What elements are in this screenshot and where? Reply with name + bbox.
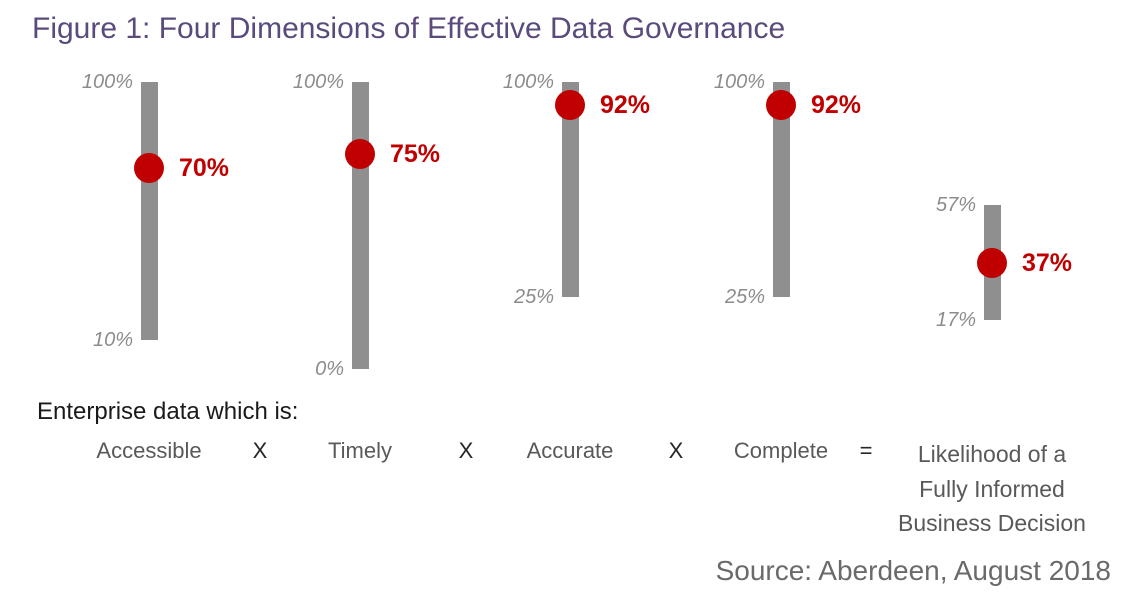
value-dot xyxy=(134,153,164,184)
equation-result: Likelihood of a Fully Informed Business … xyxy=(898,437,1086,541)
result-line-3: Business Decision xyxy=(898,510,1086,536)
operator-label: X xyxy=(668,438,684,463)
equation-intro: Enterprise data which is: xyxy=(37,398,299,425)
range-min-label: 0% xyxy=(315,358,344,380)
source-note: Source: Aberdeen, August 2018 xyxy=(715,555,1111,586)
value-label: 75% xyxy=(390,139,441,168)
term-label-accurate: Accurate xyxy=(526,438,614,463)
range-max-label: 57% xyxy=(935,194,976,217)
value-label: 70% xyxy=(179,154,230,183)
range-max-label: 100% xyxy=(502,71,554,93)
result-line-1: Likelihood of a xyxy=(917,441,1067,467)
value-dot xyxy=(766,89,796,120)
range-max-label: 100% xyxy=(713,71,765,93)
operator-label: = xyxy=(859,438,873,463)
range-max-label: 100% xyxy=(81,71,133,93)
value-label: 92% xyxy=(811,90,862,119)
range-bar xyxy=(562,82,579,298)
figure-title: Figure 1: Four Dimensions of Effective D… xyxy=(32,12,786,45)
term-label-complete: Complete xyxy=(733,438,829,463)
range-min-label: 10% xyxy=(92,329,133,352)
range-bar xyxy=(352,82,369,369)
range-max-label: 100% xyxy=(292,71,344,93)
value-label: 92% xyxy=(600,90,651,119)
term-label-timely: Timely xyxy=(328,438,392,463)
operator-label: X xyxy=(252,438,268,463)
operator-label: X xyxy=(458,438,474,463)
value-dot xyxy=(345,138,375,169)
range-min-label: 25% xyxy=(724,286,765,309)
value-dot xyxy=(977,247,1007,278)
result-line-2: Fully Informed xyxy=(919,475,1065,502)
range-bar xyxy=(141,82,158,341)
range-min-label: 17% xyxy=(935,309,976,332)
range-min-label: 25% xyxy=(513,286,554,309)
value-label: 37% xyxy=(1022,248,1073,277)
range-bar xyxy=(773,82,790,298)
value-dot xyxy=(555,89,585,120)
term-label-accessible: Accessible xyxy=(96,438,202,463)
